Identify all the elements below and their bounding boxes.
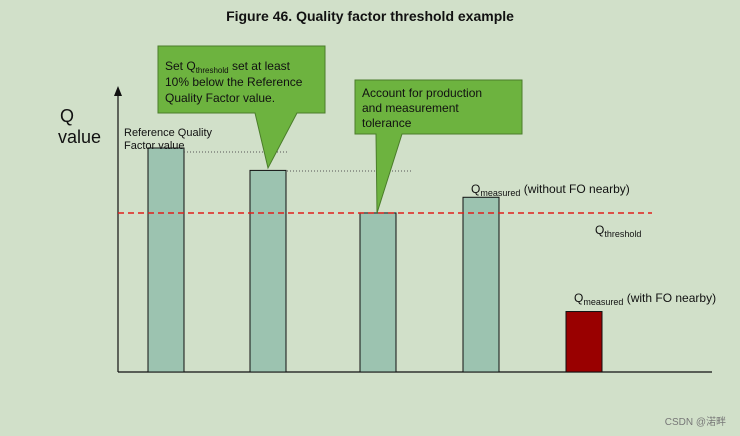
- callout-threshold-set-line1: Set Qthreshold set at least: [165, 59, 291, 75]
- callout-tolerance: [354, 79, 523, 214]
- y-axis-label-q: Q: [60, 106, 74, 126]
- y-axis-arrow: [114, 86, 122, 96]
- q-measured-fo-suffix: (with FO nearby): [623, 291, 716, 305]
- callout-tolerance-line3: tolerance: [362, 116, 412, 130]
- callout1-prefix: Set Q: [165, 59, 196, 73]
- callout-threshold-set-line3: Quality Factor value.: [165, 91, 275, 105]
- callout-tolerance-line2: and measurement: [362, 101, 459, 115]
- y-axis-label-value: value: [58, 127, 101, 147]
- q-measured-no-fo-sub: measured: [480, 188, 520, 198]
- q-measured-fo-sub: measured: [583, 297, 623, 307]
- watermark: CSDN @渃畔: [664, 417, 726, 428]
- bar-threshold-set: [249, 169, 287, 373]
- q-threshold-main: Q: [595, 223, 604, 237]
- q-measured-fo-label: Qmeasured (with FO nearby): [574, 291, 716, 307]
- bar-reference: [147, 147, 185, 373]
- q-measured-no-fo-main: Q: [471, 182, 480, 196]
- q-threshold-sub: threshold: [604, 229, 641, 239]
- q-threshold-label: Qthreshold: [595, 223, 641, 239]
- callout-threshold-set-line2: 10% below the Reference: [165, 75, 303, 89]
- callout1-sub: threshold: [196, 66, 229, 75]
- figure-title: Figure 46. Quality factor threshold exam…: [226, 8, 514, 24]
- q-measured-no-fo-label: Qmeasured (without FO nearby): [471, 182, 630, 198]
- callout-tolerance-line1: Account for production: [362, 86, 482, 100]
- q-measured-no-fo-suffix: (without FO nearby): [520, 182, 629, 196]
- callout1-suffix: set at least: [229, 59, 291, 73]
- q-measured-fo-main: Q: [574, 291, 583, 305]
- callout-threshold-set: [157, 45, 326, 170]
- reference-label-line2: Factor value: [124, 140, 185, 152]
- reference-label-line1: Reference Quality: [124, 127, 213, 139]
- bars-group: [147, 147, 603, 373]
- bar-measured-without-fo: [462, 196, 500, 373]
- bar-measured-with-fo: [565, 311, 603, 373]
- bar-tolerance: [359, 212, 397, 373]
